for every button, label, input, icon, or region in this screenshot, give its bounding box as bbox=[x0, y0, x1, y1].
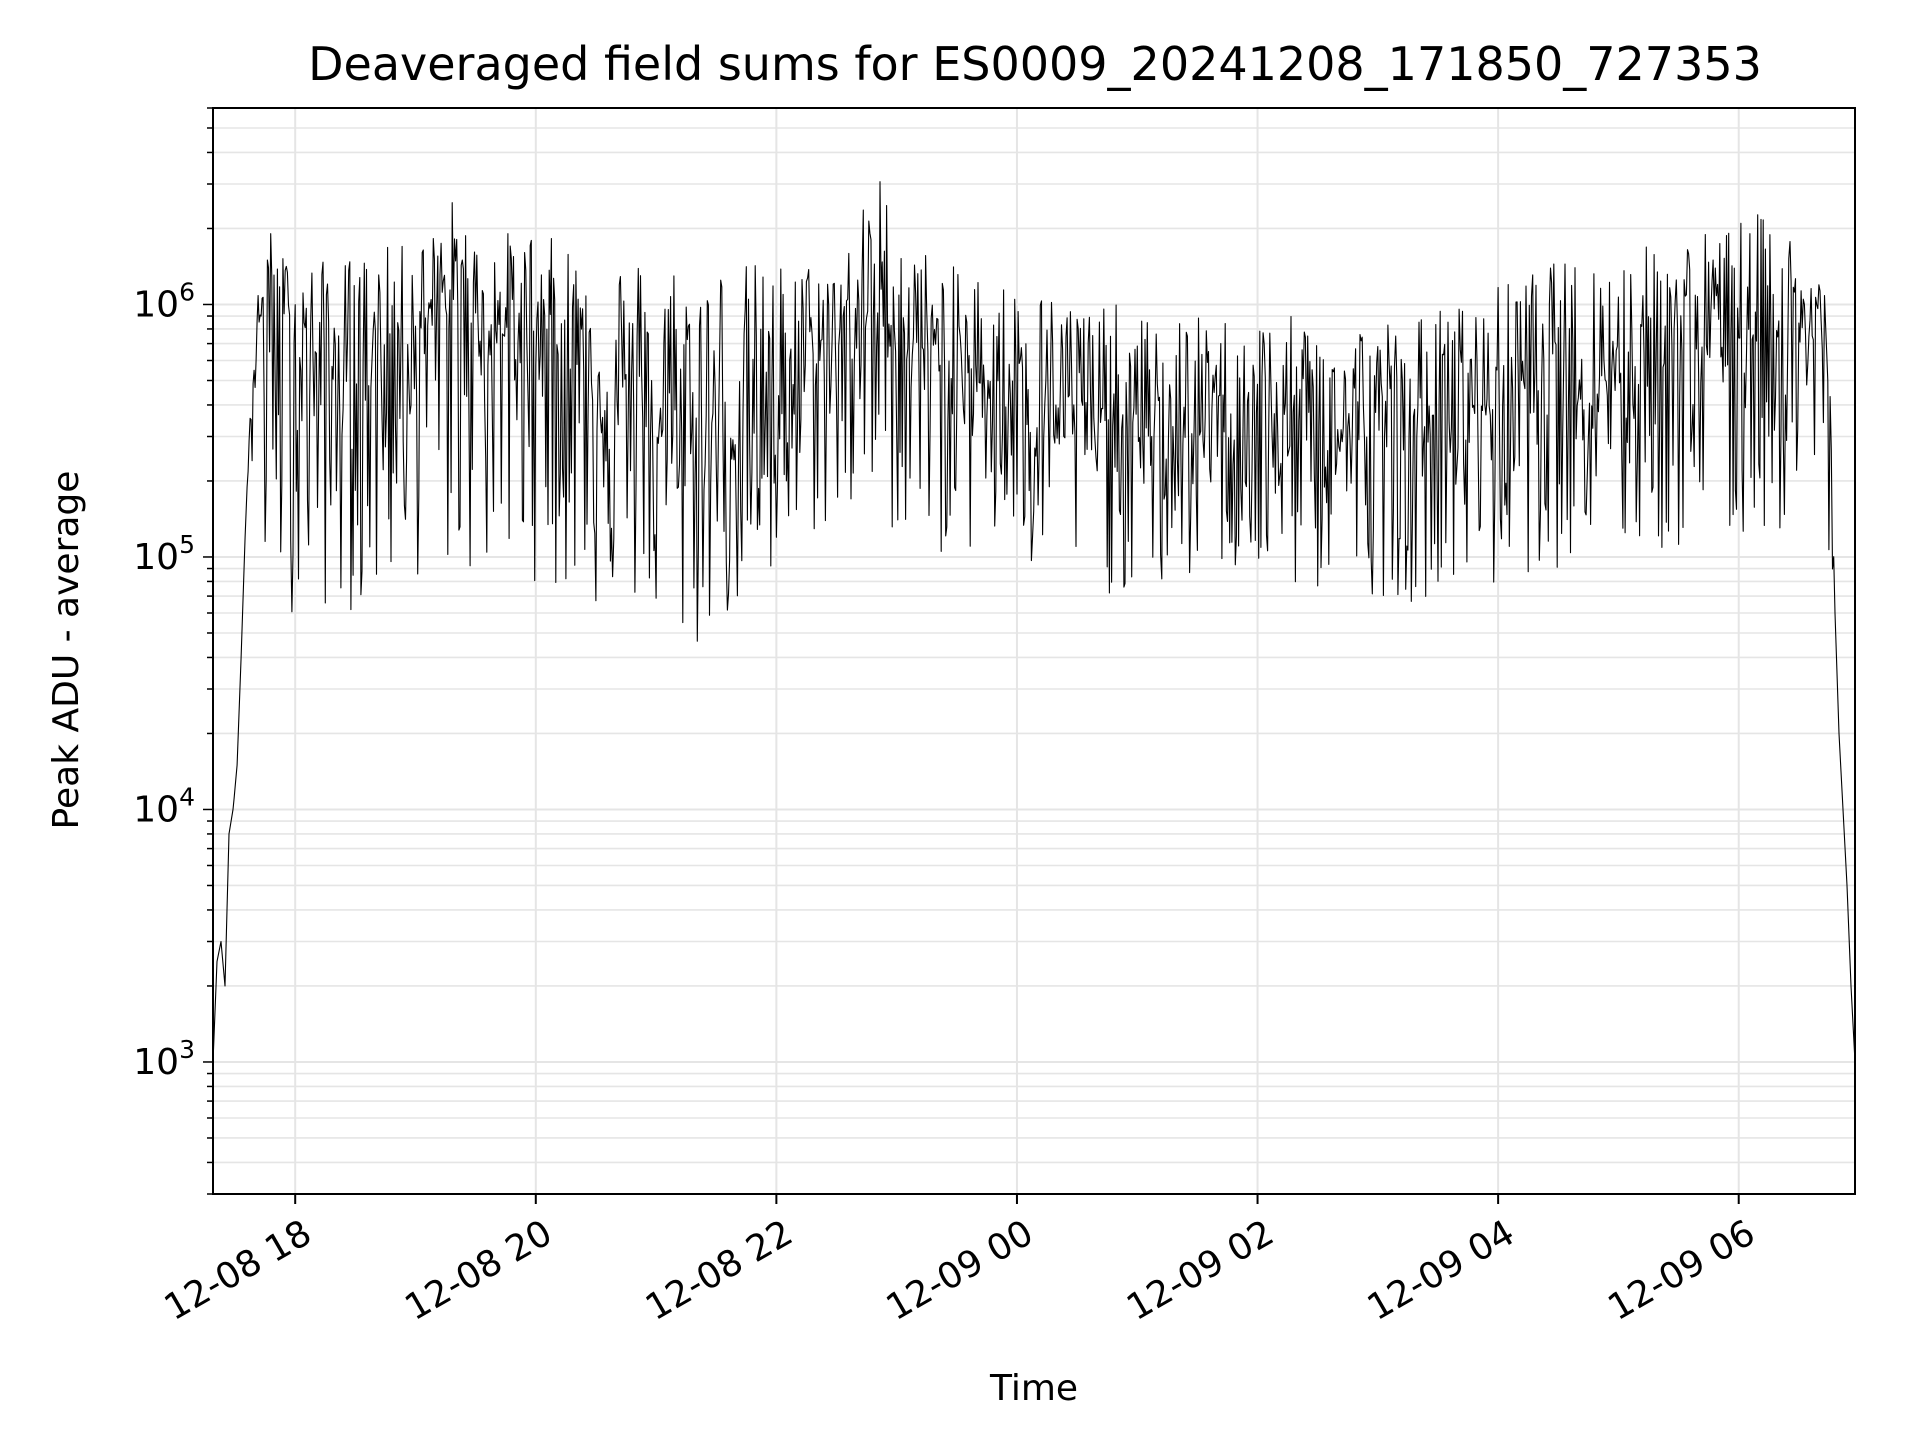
x-tick-label: 12-09 04 bbox=[1361, 1212, 1522, 1328]
x-tick-label: 12-08 20 bbox=[398, 1212, 559, 1328]
x-tick-label: 12-09 00 bbox=[880, 1212, 1041, 1328]
grid bbox=[213, 107, 1855, 1195]
x-axis-ticks: 12-08 18 12-08 20 12-08 22 12-09 00 12-09 02… bbox=[158, 1194, 1762, 1329]
y-axis-label: Peak ADU - average bbox=[46, 471, 87, 830]
y-tick-exponent: 5 bbox=[179, 530, 195, 559]
x-axis-label: Time bbox=[989, 1368, 1078, 1409]
x-tick-label: 12-08 18 bbox=[158, 1212, 319, 1328]
x-tick-label: 12-09 06 bbox=[1601, 1212, 1762, 1328]
y-tick-base: 10 bbox=[133, 284, 179, 325]
x-tick-label: 12-08 22 bbox=[639, 1212, 800, 1328]
y-tick-label: 103 bbox=[133, 1035, 195, 1083]
y-tick-base: 10 bbox=[133, 537, 179, 578]
y-tick-base: 10 bbox=[133, 1042, 179, 1083]
chart-title: Deaveraged field sums for ES0009_2024120… bbox=[308, 37, 1762, 91]
y-tick-base: 10 bbox=[133, 789, 179, 830]
y-tick-exponent: 3 bbox=[179, 1035, 195, 1064]
y-tick-exponent: 6 bbox=[179, 277, 195, 306]
x-tick-label: 12-09 02 bbox=[1120, 1212, 1281, 1328]
plot-frame bbox=[212, 107, 1856, 1195]
y-tick-label: 104 bbox=[133, 782, 195, 830]
series-line bbox=[212, 181, 1856, 1063]
y-tick-label: 105 bbox=[133, 530, 195, 578]
y-tick-label: 106 bbox=[133, 277, 195, 325]
y-tick-exponent: 4 bbox=[179, 782, 195, 811]
plot-area bbox=[212, 181, 1856, 1063]
